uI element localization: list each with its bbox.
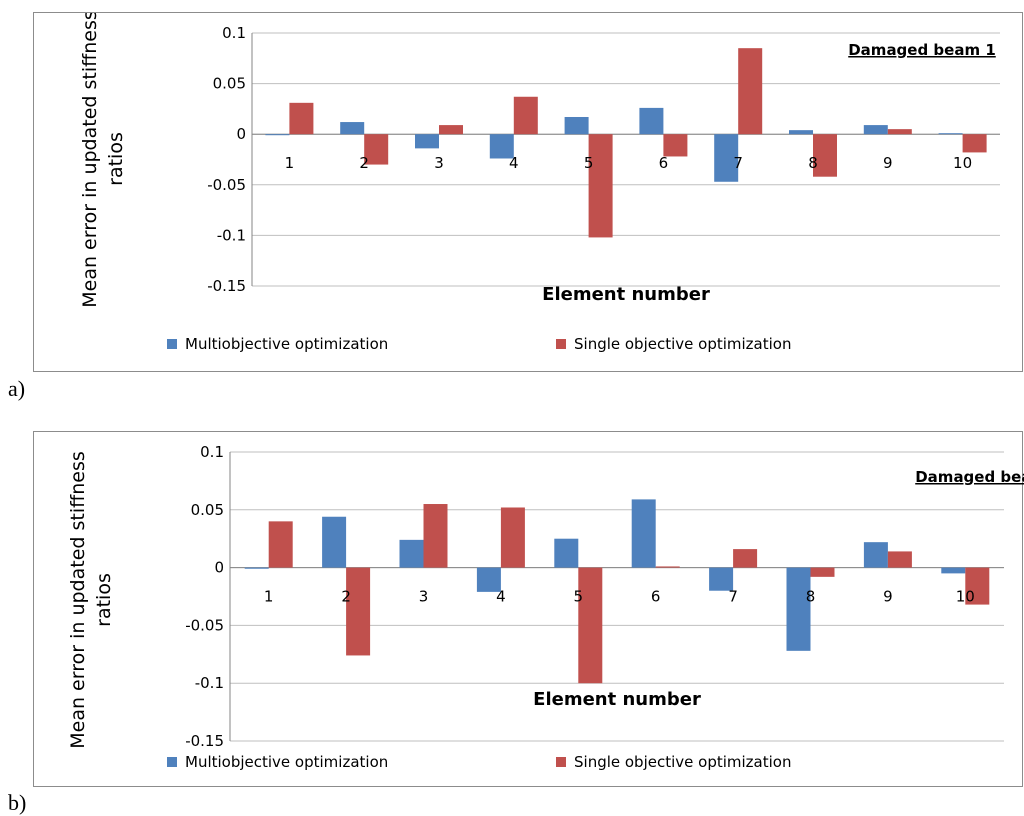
- bar-single-objective: [733, 549, 758, 568]
- legend-swatch-single-objective: [556, 339, 566, 349]
- y-tick-label: -0.15: [185, 732, 224, 750]
- x-category-label: 3: [419, 588, 429, 606]
- bar-single-objective: [813, 134, 837, 177]
- x-category-label: 8: [808, 154, 818, 172]
- bar-multiobjective: [709, 567, 734, 591]
- chart-a-svg: 0.1 0.05 0 -0.05 -0.1 -0.15 1 2 3 4 5 6 7 8 9 10 Mean er…: [79, 13, 1000, 353]
- bar-single-objective: [500, 507, 525, 568]
- x-category-label: 7: [728, 588, 738, 606]
- chart-panel-a: 0.1 0.05 0 -0.05 -0.1 -0.15 1 2 3 4 5 6 7 8 9 10 Mean er…: [33, 12, 1023, 372]
- legend-label-multiobjective: Multiobjective optimization: [185, 335, 388, 353]
- x-category-label: 1: [285, 154, 295, 172]
- panel-label-b: b): [8, 790, 27, 815]
- chart-b-svg: 0.1 0.05 0 -0.05 -0.1 -0.15 1 2 3 4 5 6 7 8 9 10 Mean er…: [67, 443, 1024, 771]
- y-axis-title: Mean error in updated stiffness ratios: [79, 13, 127, 308]
- x-category-label: 1: [264, 588, 274, 606]
- y-axis-title-line: Mean error in updated stiffness: [79, 13, 101, 308]
- legend-label-single-objective: Single objective optimization: [574, 335, 791, 353]
- bar-multiobjective: [322, 516, 347, 568]
- y-tick-label: -0.1: [195, 674, 224, 692]
- bar-single-objective: [663, 134, 688, 157]
- y-tick-label: -0.1: [217, 226, 246, 244]
- x-category-label: 4: [509, 154, 519, 172]
- y-tick-label: 0.05: [191, 501, 224, 519]
- bar-single-objective: [965, 567, 990, 605]
- bar-single-objective: [738, 48, 763, 135]
- y-tick-label: 0: [236, 125, 246, 143]
- y-axis-title-line: Mean error in updated stiffness: [67, 451, 89, 749]
- bar-multiobjective: [863, 542, 888, 568]
- x-category-label: 10: [956, 588, 975, 606]
- x-category-label: 9: [883, 154, 893, 172]
- y-tick-label: 0.05: [213, 75, 246, 93]
- bar-multiobjective: [786, 567, 811, 651]
- bar-multiobjective: [399, 539, 424, 568]
- bar-multiobjective: [265, 134, 290, 136]
- x-category-label: 8: [806, 588, 816, 606]
- x-category-label: 9: [883, 588, 893, 606]
- bar-multiobjective: [564, 116, 589, 135]
- bar-single-objective: [364, 134, 389, 165]
- y-tick-label: 0: [214, 559, 224, 577]
- x-category-label: 2: [341, 588, 351, 606]
- chart-annotation: Damaged beam 1: [848, 41, 996, 59]
- bar-single-objective: [588, 134, 613, 238]
- bar-single-objective: [268, 521, 293, 568]
- bar-multiobjective: [863, 125, 888, 135]
- x-category-label: 2: [359, 154, 369, 172]
- bar-single-objective: [578, 567, 603, 684]
- x-category-label: 6: [651, 588, 661, 606]
- legend-swatch-multiobjective: [167, 757, 177, 767]
- x-category-label: 10: [953, 154, 972, 172]
- bar-multiobjective: [489, 134, 514, 159]
- x-axis-title: Element number: [533, 689, 701, 710]
- bar-single-objective: [810, 567, 835, 577]
- x-category-label: 3: [434, 154, 444, 172]
- x-category-label: 5: [574, 588, 584, 606]
- bar-single-objective: [962, 134, 987, 153]
- legend-swatch-multiobjective: [167, 339, 177, 349]
- bar-multiobjective: [789, 130, 813, 135]
- legend-label-multiobjective: Multiobjective optimization: [185, 753, 388, 771]
- bar-multiobjective: [714, 134, 739, 182]
- bar-single-objective: [655, 566, 680, 568]
- y-tick-label: 0.1: [200, 443, 224, 461]
- y-tick-label: -0.15: [207, 277, 246, 295]
- bar-single-objective: [423, 504, 448, 568]
- x-category-label: 7: [733, 154, 743, 172]
- legend-swatch-single-objective: [556, 757, 566, 767]
- y-tick-label: -0.05: [207, 176, 246, 194]
- y-axis-title: Mean error in updated stiffness ratios: [67, 451, 115, 749]
- bar-multiobjective: [554, 538, 579, 568]
- y-axis-title-line: ratios: [93, 573, 115, 627]
- panel-label-a: a): [8, 376, 26, 401]
- bar-multiobjective: [941, 567, 966, 574]
- y-axis-title-line: ratios: [105, 132, 127, 186]
- chart-annotation: Damaged beam 2: [915, 468, 1024, 486]
- bar-multiobjective: [244, 567, 269, 569]
- bar-single-objective: [439, 125, 463, 135]
- chart-panel-b: 0.1 0.05 0 -0.05 -0.1 -0.15 1 2 3 4 5 6 7 8 9 10 Mean er…: [33, 431, 1024, 787]
- x-category-label: 6: [659, 154, 669, 172]
- bar-single-objective: [887, 551, 912, 568]
- y-tick-label: 0.1: [222, 24, 246, 42]
- bar-multiobjective: [938, 133, 963, 135]
- bar-multiobjective: [415, 134, 439, 149]
- bar-multiobjective: [639, 107, 664, 135]
- x-category-label: 5: [584, 154, 594, 172]
- bar-multiobjective: [476, 567, 501, 592]
- bar-single-objective: [289, 102, 314, 135]
- legend-label-single-objective: Single objective optimization: [574, 753, 791, 771]
- bar-multiobjective: [340, 122, 365, 135]
- bar-multiobjective: [631, 499, 656, 568]
- x-axis-title: Element number: [542, 284, 710, 305]
- y-tick-label: -0.05: [185, 616, 224, 634]
- bar-single-objective: [887, 129, 912, 135]
- bar-single-objective: [346, 567, 371, 656]
- x-category-label: 4: [496, 588, 506, 606]
- bar-single-objective: [513, 96, 538, 135]
